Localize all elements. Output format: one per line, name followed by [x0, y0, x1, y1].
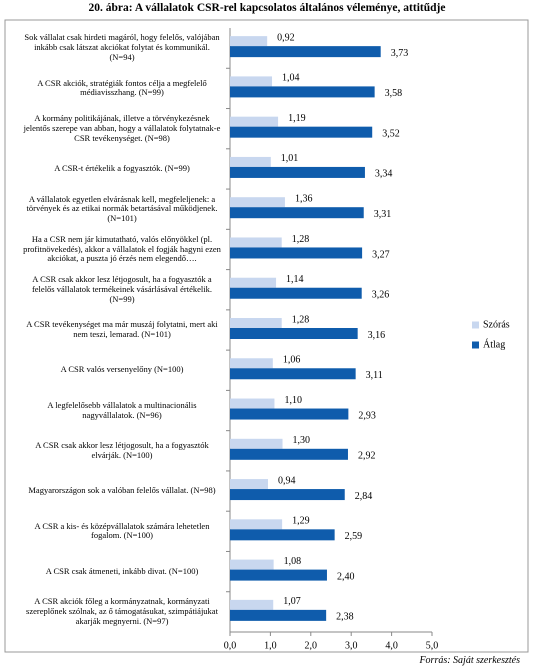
- value-label: 1,14: [286, 274, 304, 285]
- category-label: A CSR csak akkor lesz létjogosult, ha a …: [31, 274, 213, 304]
- value-label: 2,40: [337, 571, 355, 582]
- bar: [230, 489, 345, 501]
- value-label: 1,28: [292, 314, 310, 325]
- bar: [230, 197, 285, 208]
- bar: [230, 126, 373, 138]
- value-label: 3,52: [382, 128, 400, 139]
- bar: [230, 247, 363, 259]
- value-label: 1,06: [283, 355, 301, 366]
- value-label: 1,10: [284, 395, 302, 406]
- bar: [230, 358, 273, 369]
- x-tick-label: 3,0: [345, 640, 358, 651]
- value-label: 2,59: [345, 531, 363, 542]
- value-label: 1,30: [293, 435, 311, 446]
- bar: [230, 448, 348, 460]
- bar: [230, 237, 282, 248]
- bar: [230, 529, 335, 541]
- value-label: 1,19: [288, 113, 306, 124]
- category-label: A CSR akciók, stratégiák fontos célja a …: [37, 77, 207, 98]
- value-label: 1,04: [282, 73, 300, 84]
- bar: [230, 287, 362, 299]
- bar: [230, 156, 271, 167]
- legend-swatch: [472, 341, 479, 349]
- x-tick-label: 1,0: [264, 640, 277, 651]
- bar: [230, 398, 275, 409]
- category-label: A CSR tevékenységet ma már muszáj folyta…: [26, 319, 218, 339]
- bar: [230, 166, 365, 178]
- value-label: 0,92: [277, 32, 295, 43]
- bar: [230, 438, 283, 449]
- bar: [230, 479, 268, 490]
- legend-label: Átlag: [483, 338, 505, 350]
- value-label: 1,07: [283, 596, 301, 607]
- bar: [230, 46, 381, 58]
- value-label: 3,16: [368, 330, 386, 341]
- bar: [230, 559, 274, 570]
- bar: [230, 76, 273, 87]
- bar: [230, 207, 364, 219]
- bar: [230, 36, 268, 47]
- bar: [230, 86, 375, 98]
- category-label: A CSR-t értékelik a fogyasztók. (N=99): [54, 163, 190, 174]
- category-label: A legfelelősebb vállalatok a multinacion…: [47, 399, 197, 420]
- bar: [230, 328, 358, 339]
- legend-swatch: [472, 321, 479, 329]
- x-tick-label: 5,0: [426, 640, 439, 651]
- category-label: A CSR akciók főleg a kormányzatnak, korm…: [26, 596, 218, 626]
- bar: [230, 318, 282, 328]
- x-tick-label: 4,0: [385, 640, 398, 651]
- category-label: Magyarországon sok a valóban felelős vál…: [28, 485, 216, 496]
- bar: [230, 368, 356, 380]
- value-label: 2,93: [358, 410, 376, 421]
- x-tick-label: 0,0: [224, 640, 237, 651]
- value-label: 1,08: [284, 556, 302, 567]
- category-label: A kormány politikájának, illetve a törvé…: [23, 113, 221, 143]
- category-label: Ha a CSR nem jár kimutatható, valós előn…: [23, 233, 221, 264]
- value-label: 1,36: [295, 193, 313, 204]
- value-label: 1,28: [292, 234, 310, 245]
- x-tick-label: 2,0: [305, 640, 318, 651]
- bar: [230, 519, 283, 530]
- value-label: 1,29: [292, 516, 310, 527]
- value-label: 3,27: [372, 249, 390, 260]
- value-label: 1,01: [281, 153, 299, 164]
- value-label: 2,38: [336, 612, 354, 623]
- legend-label: Szórás: [483, 319, 510, 330]
- category-label: A vállalatok egyetlen elvárásnak kell, m…: [26, 193, 218, 224]
- bar: [230, 116, 279, 127]
- bar: [230, 408, 349, 420]
- bar: [230, 609, 327, 621]
- value-label: 3,58: [385, 88, 403, 99]
- chart-border: [4, 19, 529, 653]
- category-label: A CSR csak akkor lesz létjogosult, ha a …: [35, 440, 209, 460]
- value-label: 3,73: [391, 48, 409, 59]
- value-label: 3,31: [374, 209, 392, 220]
- value-label: 0,94: [278, 475, 296, 486]
- value-label: 3,34: [375, 169, 393, 180]
- category-label: A CSR csak átmeneti, inkább divat. (N=10…: [45, 565, 199, 576]
- value-label: 3,11: [366, 370, 383, 381]
- category-label: A CSR a kis- és középvállalatok számára …: [34, 520, 210, 541]
- value-label: 3,26: [372, 290, 390, 301]
- chart-title: 20. ábra: A vállalatok CSR-rel kapcsolat…: [88, 2, 446, 14]
- value-label: 2,92: [358, 451, 376, 462]
- bar: [230, 569, 327, 581]
- bar: [230, 599, 274, 610]
- source-note: Forrás: Saját szerkesztés: [419, 655, 520, 666]
- bar: [230, 277, 277, 288]
- category-label: Sok vállalat csak hirdeti magáról, hogy …: [24, 32, 220, 63]
- value-label: 2,84: [355, 491, 373, 502]
- category-label: A CSR valós versenyelőny (N=100): [60, 364, 184, 375]
